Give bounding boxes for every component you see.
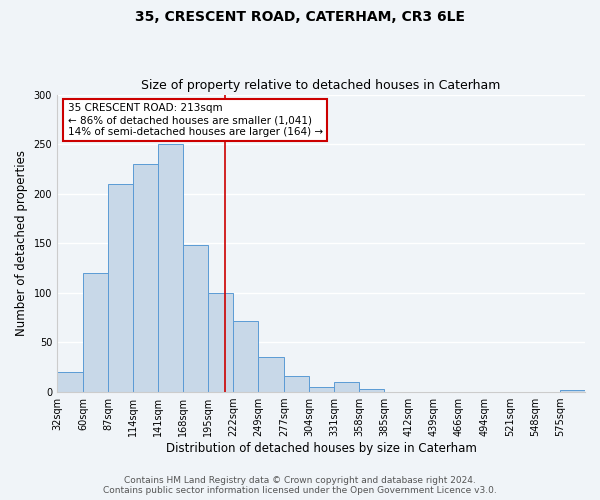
Bar (108, 184, 133, 392)
Bar (258, 358, 284, 392)
Bar (158, 144, 183, 392)
Bar (359, 389, 384, 392)
Bar (57, 372, 83, 392)
Bar (334, 382, 359, 392)
Text: 35 CRESCENT ROAD: 213sqm
← 86% of detached houses are smaller (1,041)
14% of sem: 35 CRESCENT ROAD: 213sqm ← 86% of detach… (68, 104, 323, 136)
Text: 35, CRESCENT ROAD, CATERHAM, CR3 6LE: 35, CRESCENT ROAD, CATERHAM, CR3 6LE (135, 10, 465, 24)
Bar (133, 164, 158, 392)
X-axis label: Distribution of detached houses by size in Caterham: Distribution of detached houses by size … (166, 442, 476, 455)
Bar (284, 376, 309, 392)
Text: Contains HM Land Registry data © Crown copyright and database right 2024.
Contai: Contains HM Land Registry data © Crown c… (103, 476, 497, 495)
Bar (208, 293, 233, 392)
Bar (233, 320, 258, 392)
Y-axis label: Number of detached properties: Number of detached properties (15, 150, 28, 336)
Bar (560, 390, 585, 392)
Title: Size of property relative to detached houses in Caterham: Size of property relative to detached ho… (142, 79, 501, 92)
Bar (309, 387, 334, 392)
Bar (183, 246, 208, 392)
Bar (83, 273, 108, 392)
